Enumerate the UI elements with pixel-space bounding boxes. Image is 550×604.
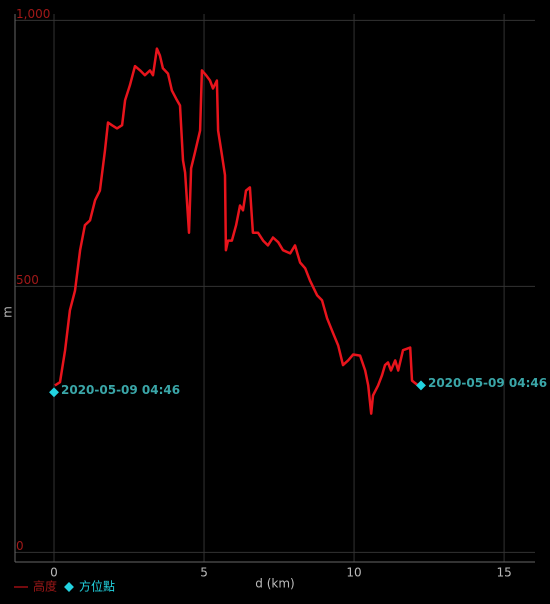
location-marker	[416, 380, 426, 391]
y-axis-title: m	[1, 306, 15, 318]
legend-label: 高度	[33, 579, 57, 594]
legend-label: 方位點	[79, 579, 115, 594]
x-tick-label: 0	[50, 566, 58, 580]
x-tick-label: 10	[346, 566, 361, 580]
y-tick-label: 1,000	[16, 7, 50, 21]
x-axis-title: d (km)	[255, 577, 294, 591]
marker-label: 2020-05-09 04:46	[428, 376, 547, 390]
marker-label: 2020-05-09 04:46	[61, 383, 180, 397]
x-tick-label: 15	[496, 566, 511, 580]
y-tick-label: 500	[16, 273, 39, 287]
x-tick-label: 5	[200, 566, 208, 580]
legend-swatch	[64, 582, 74, 592]
y-tick-label: 0	[16, 539, 24, 553]
elevation-line	[54, 47, 419, 415]
